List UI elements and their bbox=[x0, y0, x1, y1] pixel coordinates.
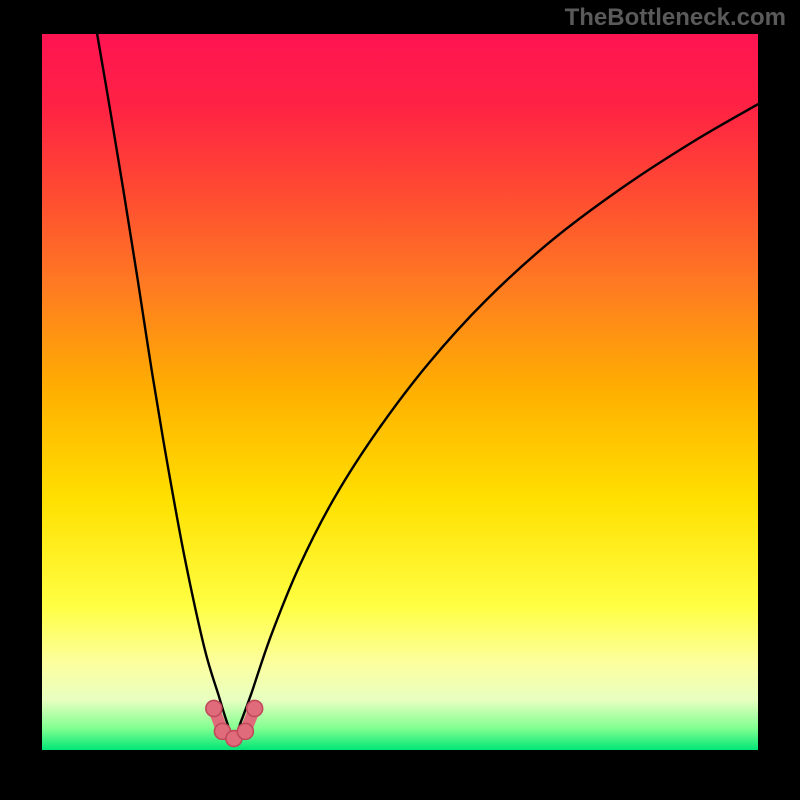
marker-dot-4 bbox=[247, 700, 263, 716]
marker-dot-0 bbox=[206, 700, 222, 716]
curve-overlay bbox=[0, 0, 800, 800]
marker-dot-3 bbox=[237, 723, 253, 739]
watermark-text: TheBottleneck.com bbox=[565, 4, 786, 32]
bottleneck-curve bbox=[97, 34, 758, 739]
chart-container: TheBottleneck.com bbox=[0, 0, 800, 800]
